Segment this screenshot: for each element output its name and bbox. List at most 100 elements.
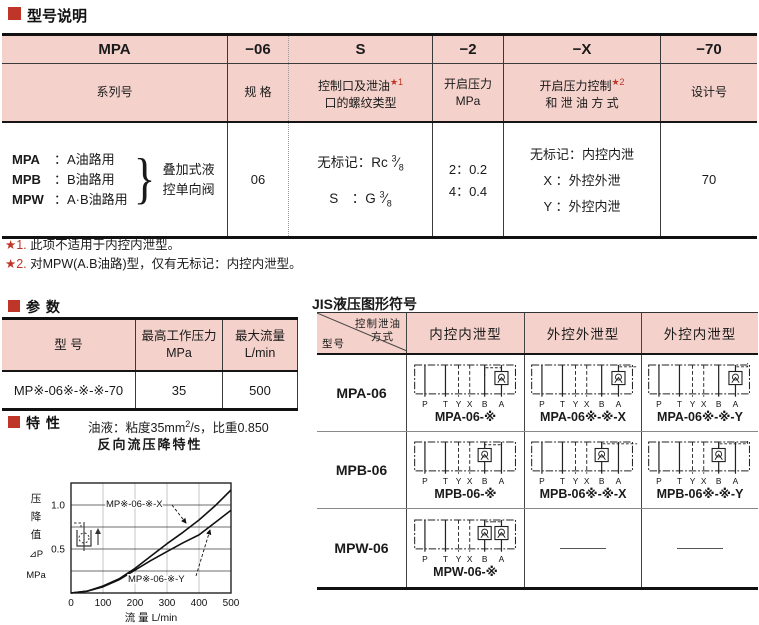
control-options: 无标记：内控内泄 X ：外控外泄 Y ：外控内泄	[504, 123, 661, 236]
symbol-caption: MPB-06※-※-Y	[656, 487, 744, 501]
svg-text:流 量 L/min: 流 量 L/min	[125, 611, 178, 624]
model-code-row: MPA −06 S −2 −X −70	[2, 36, 757, 64]
svg-text:A: A	[733, 399, 739, 409]
svg-text:B: B	[716, 476, 722, 486]
svg-text:100: 100	[95, 598, 112, 609]
not-available-dash	[677, 547, 723, 549]
jis-empty-cell	[525, 509, 642, 587]
desc-thread: 控制口及泄油★1 口的螺纹类型	[289, 64, 433, 121]
svg-text:Y: Y	[573, 476, 579, 486]
svg-text:P: P	[539, 476, 545, 486]
svg-text:300: 300	[159, 598, 176, 609]
chart-title: 反向流压降特性	[97, 437, 203, 452]
svg-text:⊿P: ⊿P	[29, 549, 43, 560]
jis-symbol-cell: P T Y X B A MPA-06※-※-X	[525, 355, 642, 431]
section-title-features: 特 性	[26, 415, 61, 431]
svg-text:X: X	[466, 554, 472, 564]
svg-text:MP※-06-※-Y: MP※-06-※-Y	[128, 574, 185, 585]
jis-model-label: MPA-06	[317, 355, 407, 431]
series-note: 叠加式液 控单向阀	[162, 161, 215, 197]
pressure-drop-chart: 1.0 0.5 压降值 ⊿P MPa 0 100 200 300 400 500 流 量 L/min M…	[26, 482, 240, 624]
jis-symbol-cell: P T Y X B A MPB-06※-※-X	[525, 432, 642, 508]
section-title-params: 参 数	[26, 299, 61, 315]
svg-text:B: B	[716, 399, 722, 409]
symbol-caption: MPB-06-※	[434, 487, 497, 501]
params-header-model: 型 号	[2, 320, 136, 370]
svg-text:Y: Y	[690, 399, 696, 409]
svg-text:B: B	[481, 476, 487, 486]
jis-symbol-cell: P T Y X B A MPA-06※-※-Y	[642, 355, 758, 431]
footnote-1: ★1. 此项不适用于内控内泄型。	[5, 238, 181, 252]
params-header-flow: 最大流量 L/min	[223, 320, 298, 370]
svg-text:压: 压	[31, 493, 42, 505]
svg-text:T: T	[677, 399, 682, 409]
params-value-row: MP※-06※-※-※-70 35 500	[2, 372, 298, 408]
svg-text:X: X	[701, 399, 707, 409]
diagonal-line	[317, 313, 406, 351]
svg-text:MPa: MPa	[26, 570, 46, 581]
svg-text:B: B	[481, 399, 487, 409]
symbol-caption: MPA-06※-※-X	[540, 410, 626, 424]
section-title-model: 型号说明	[27, 8, 88, 25]
brace-glyph: }	[133, 148, 155, 211]
jis-row-mpw: MPW-06 P T Y X B A MPW-06-※	[317, 509, 758, 587]
jis-col-external-internal: 外控内泄型	[663, 327, 737, 342]
svg-text:T: T	[442, 399, 447, 409]
svg-text:T: T	[677, 476, 682, 486]
svg-text:B: B	[599, 476, 605, 486]
series-list: MPA ：A油路用 MPB ：B油路用 MPW ：A·B油路用	[12, 151, 128, 207]
svg-text:A: A	[498, 399, 504, 409]
size-value: 06	[228, 123, 289, 236]
jis-symbol-cell: P T Y X B A MPW-06-※	[407, 509, 525, 587]
code-series: MPA	[2, 36, 228, 63]
svg-text:B: B	[599, 399, 605, 409]
jis-model-label: MPW-06	[317, 509, 407, 587]
svg-text:P: P	[422, 554, 428, 564]
symbol-caption: MPB-06※-※-X	[539, 487, 627, 501]
jis-symbol-cell: P T Y X B A MPB-06-※	[407, 432, 525, 508]
jis-model-label: MPB-06	[317, 432, 407, 508]
svg-text:0: 0	[68, 598, 74, 609]
svg-text:Y: Y	[573, 399, 579, 409]
design-value: 70	[701, 172, 717, 187]
section-title-jis: JIS液压图形符号	[312, 296, 418, 312]
svg-text:Y: Y	[455, 476, 461, 486]
svg-text:Y: Y	[455, 554, 461, 564]
symbol-caption: MPA-06※-※-Y	[657, 410, 743, 424]
svg-text:A: A	[498, 476, 504, 486]
svg-text:T: T	[442, 554, 447, 564]
corner-label-top2: 方式	[371, 331, 394, 343]
not-available-dash	[560, 547, 606, 549]
desc-pressure: 开启压力 MPa	[433, 64, 504, 121]
model-values-row: MPA ：A油路用 MPB ：B油路用 MPW ：A·B油路用 } 叠加式液 控单向阀…	[2, 123, 757, 236]
svg-text:A: A	[498, 554, 504, 564]
thread-options: 无标记：Rc 3⁄8 S ：G 3⁄8	[289, 123, 433, 236]
symbol-caption: MPW-06-※	[433, 565, 498, 579]
svg-text:P: P	[656, 399, 662, 409]
svg-text:0.5: 0.5	[51, 545, 65, 556]
jis-col-internal: 内控内泄型	[407, 313, 525, 353]
desc-control: 开启压力控制★2 和 泄 油 方 式	[504, 64, 661, 121]
svg-text:降: 降	[31, 510, 42, 523]
model-code-table: MPA −06 S −2 −X −70 系列号 规 格 控制口及泄油★1 口的螺纹…	[2, 33, 757, 239]
params-header-pressure: 最高工作压力 MPa	[136, 320, 223, 370]
section-bullet	[8, 300, 20, 312]
params-header-row: 型 号 最高工作压力 MPa 最大流量 L/min	[2, 320, 298, 372]
svg-text:P: P	[539, 399, 545, 409]
params-model: MP※-06※-※-※-70	[2, 372, 136, 408]
jis-header-row: 控制泄油 方式 型号 内控内泄型 外控外泄型 外控内泄型	[317, 313, 758, 355]
svg-text:A: A	[616, 476, 622, 486]
params-table: 型 号 最高工作压力 MPa 最大流量 L/min MP※-06※-※-※-70 3…	[2, 317, 298, 411]
footnote-2: ★2. 对MPW(A.B油路)型，仅有无标记：内控内泄型。	[5, 257, 302, 271]
symbol-caption: MPA-06-※	[434, 410, 497, 424]
svg-text:P: P	[656, 476, 662, 486]
jis-symbol-cell: P T Y X B A MPB-06※-※-Y	[642, 432, 758, 508]
svg-text:P: P	[422, 476, 428, 486]
desc-design: 设计号	[690, 85, 727, 99]
